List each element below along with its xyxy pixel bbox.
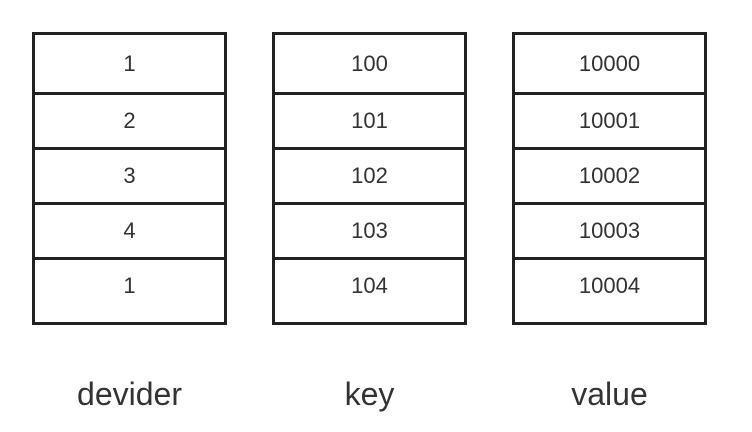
key-cell: 102 [275, 147, 464, 202]
value-cell: 10000 [578, 50, 641, 76]
key-cell: 103 [275, 202, 464, 257]
key-stack: 100 101 102 103 104 [272, 32, 467, 325]
value-cell: 10004 [515, 257, 704, 312]
value-column: 10000 10001 10002 10003 10004 [512, 32, 707, 325]
key-caption: key [344, 376, 395, 412]
devider-cell: 4 [35, 202, 224, 257]
devider-column: 1 2 3 4 1 [32, 32, 227, 325]
key-cell: 100 [351, 50, 388, 76]
key-cell: 104 [275, 257, 464, 312]
value-cell: 10002 [515, 147, 704, 202]
value-caption: value [571, 376, 648, 412]
key-column: 100 101 102 103 104 [272, 32, 467, 325]
devider-cell: 2 [35, 92, 224, 147]
devider-cell: 3 [35, 147, 224, 202]
devider-cell: 1 [35, 257, 224, 312]
value-cell: 10001 [515, 92, 704, 147]
devider-cell: 1 [123, 50, 136, 76]
key-cell: 101 [275, 92, 464, 147]
value-cell: 10003 [515, 202, 704, 257]
devider-caption: devider [77, 376, 182, 412]
value-stack: 10000 10001 10002 10003 10004 [512, 32, 707, 325]
devider-stack: 1 2 3 4 1 [32, 32, 227, 325]
